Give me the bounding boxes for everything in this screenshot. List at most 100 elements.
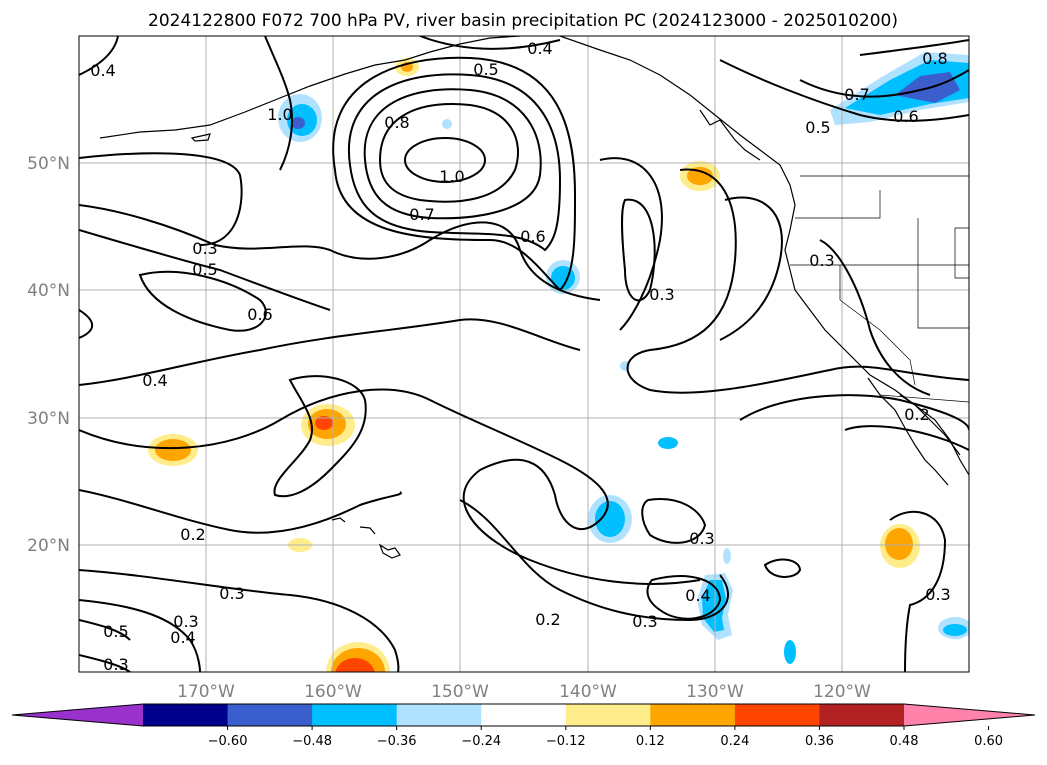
contour-label: 0.3 xyxy=(219,584,244,603)
lon-tick-160w: 160°W xyxy=(304,682,362,702)
contour-0.2-west xyxy=(79,489,402,534)
contour-label: 0.3 xyxy=(649,285,674,304)
shade-blob-blue-28n xyxy=(658,437,678,449)
shade-blob-blue-42n xyxy=(546,260,580,294)
hawaii-oahu-maui xyxy=(359,526,376,535)
border-wa-or xyxy=(795,190,881,219)
lon-tick-120w: 120°W xyxy=(813,682,871,702)
map-background xyxy=(79,36,969,672)
hawaii-big-island xyxy=(378,543,401,559)
colorbar-tick-label: 0.36 xyxy=(805,734,834,749)
colorbar-tick-label: −0.12 xyxy=(546,734,586,749)
map-panel: 0.4 0.5 0.4 0.8 0.7 0.5 0.6 0.8 1.0 0.7 … xyxy=(78,35,970,674)
contour-label: 0.5 xyxy=(805,118,830,137)
contour-0.2-south xyxy=(459,499,730,622)
contour-0.3-central xyxy=(79,388,701,585)
contour-label: 0.5 xyxy=(103,622,128,641)
contour-label: 0.4 xyxy=(685,586,710,605)
colorbar-tick-label: −0.48 xyxy=(292,734,332,749)
lat-tick-50n: 50°N xyxy=(27,154,70,174)
colorbar-segment xyxy=(227,704,313,726)
contour-label: 0.3 xyxy=(103,655,128,674)
contour-0.3-south xyxy=(79,569,400,672)
contour-label: 0.2 xyxy=(904,405,929,424)
contour-0.5-ne xyxy=(719,59,969,122)
contour-label: 0.8 xyxy=(384,113,409,132)
shade-blob-offshore-orange xyxy=(680,161,720,191)
colorbar-tick-label: 0.12 xyxy=(636,734,665,749)
contour-label: 0.4 xyxy=(90,61,115,80)
contour-0.4-small xyxy=(646,575,722,620)
contour-0.3-west-loop xyxy=(273,375,367,498)
contour-0.3-land xyxy=(819,239,931,396)
contour-label: 0.3 xyxy=(632,612,657,631)
colorbar-tick-label: −0.24 xyxy=(461,734,501,749)
colorbar-segment xyxy=(734,704,820,726)
aleutian-island xyxy=(190,133,211,142)
contour-0.7 xyxy=(347,73,562,252)
contour-0.4-offshore xyxy=(620,198,656,302)
contour-west-edge xyxy=(79,309,94,339)
shade-blob-orange-28n xyxy=(148,434,198,466)
contour-label: 0.2 xyxy=(180,525,205,544)
contour-label: 0.6 xyxy=(247,305,272,324)
contour-0.2-inner xyxy=(844,425,969,451)
shade-blob-thin-blue xyxy=(723,548,731,564)
border-ca-nv xyxy=(839,265,916,386)
contour-label: 0.3 xyxy=(173,612,198,631)
contour-0.8-ne xyxy=(859,39,969,56)
colorbar-segment xyxy=(819,704,905,726)
pv-contours xyxy=(79,36,969,672)
precip-shading xyxy=(148,52,969,672)
contour-label: 0.3 xyxy=(192,239,217,258)
hawaii-kauai xyxy=(331,517,346,523)
contour-0.4-nw xyxy=(79,36,119,76)
colorbar: −0.60 −0.48 −0.36 −0.24 −0.12 0.12 0.24 0.36 0.4… xyxy=(11,703,1036,749)
contour-label: 0.3 xyxy=(925,585,950,604)
lon-tick-170w: 170°W xyxy=(177,682,235,702)
shade-blob-orange-30n xyxy=(301,404,355,446)
contour-label: 0.4 xyxy=(170,628,195,647)
contour-0.9 xyxy=(378,103,519,203)
contour-0.5-mid xyxy=(79,229,331,311)
contour-1.0 xyxy=(404,137,486,183)
contour-0.3-north xyxy=(79,152,243,246)
contour-0.4-south xyxy=(79,599,201,672)
colorbar-tick-label: 0.60 xyxy=(974,734,1003,749)
colorbar-extend-low xyxy=(12,704,143,726)
colorbar-extend-high xyxy=(904,704,1035,726)
contour-label: 0.7 xyxy=(409,205,434,224)
shade-blob-mexico-orange xyxy=(880,524,920,568)
colorbar-segment xyxy=(312,704,398,726)
shade-blob-blue-13n-east xyxy=(938,617,969,639)
shade-blob-blue-22n xyxy=(588,495,632,543)
lat-tick-labels: 50°N 40°N 30°N 20°N xyxy=(27,154,70,556)
contour-label: 0.8 xyxy=(922,49,947,68)
shade-blob-gulf-alaska xyxy=(278,94,322,142)
contour-label: 1.0 xyxy=(439,167,464,186)
colorbar-tick-label: −0.36 xyxy=(377,734,417,749)
figure-title: 2024122800 F072 700 hPa PV, river basin … xyxy=(148,11,898,31)
colorbar-tick-label: 0.48 xyxy=(890,734,919,749)
contour-label: 0.3 xyxy=(809,251,834,270)
lat-tick-20n: 20°N xyxy=(27,536,70,556)
lat-tick-30n: 30°N xyxy=(27,409,70,429)
political-borders xyxy=(790,175,969,403)
contour-label: 0.2 xyxy=(535,610,560,629)
colorbar-outline xyxy=(11,703,1036,727)
contour-0.2-east xyxy=(739,394,969,431)
contour-0.6-west xyxy=(138,270,267,332)
contour-0.8 xyxy=(363,88,542,220)
shade-blob-canada-east xyxy=(830,52,969,125)
contour-label: 0.6 xyxy=(893,107,918,126)
gridlines xyxy=(79,36,969,672)
map-frame xyxy=(78,35,970,673)
contour-0.3-offshore xyxy=(599,157,663,331)
contour-0.3-east xyxy=(626,168,969,394)
colorbar-segment xyxy=(481,704,567,726)
contour-label: 0.6 xyxy=(520,227,545,246)
contour-small-ring xyxy=(763,558,802,578)
colorbar-tick-label: −0.60 xyxy=(208,734,248,749)
contour-label: 0.4 xyxy=(527,39,552,58)
